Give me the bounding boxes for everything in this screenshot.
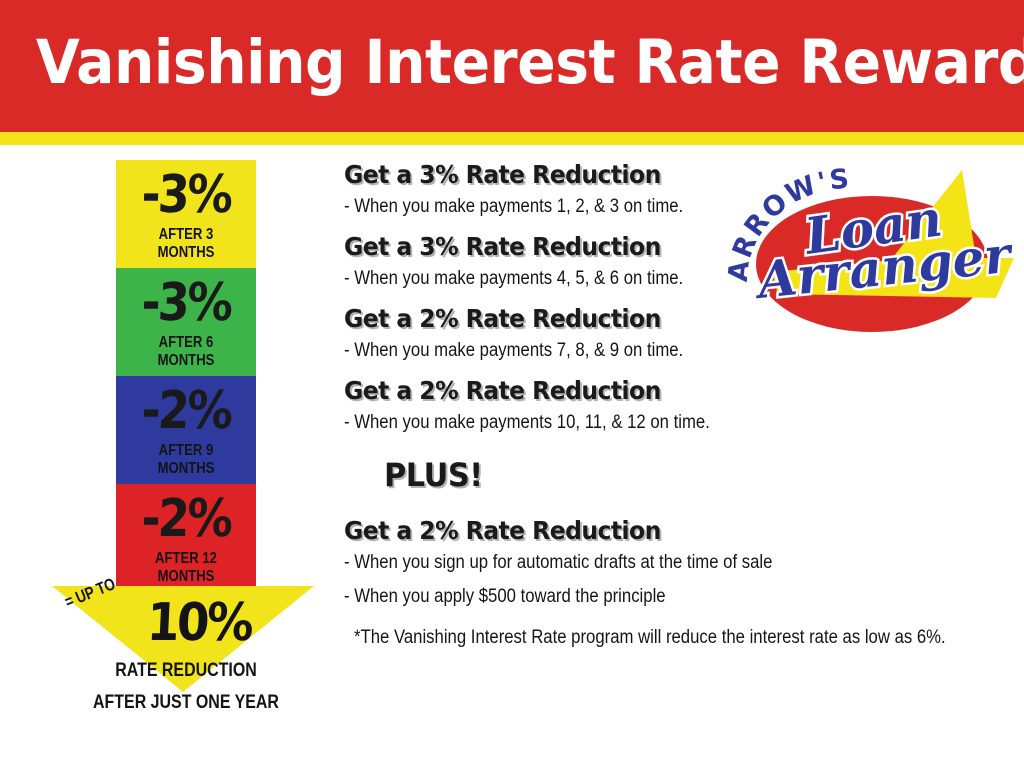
offers-column: Get a 3% Rate Reduction - When you make … — [344, 160, 1004, 654]
bonus-offer-item: Get a 2% Rate Reduction - When you sign … — [344, 516, 1004, 614]
bonus-offer-detail-2: - When you apply $500 toward the princip… — [344, 586, 666, 607]
bonus-offer-detail-1: - When you sign up for automatic drafts … — [344, 552, 773, 573]
page-title: Vanishing Interest Rate Rewards — [35, 27, 1024, 98]
rate-band-caption: AFTER 6 MONTHS — [157, 334, 215, 369]
rate-band-9-months: -2% AFTER 9 MONTHS — [116, 376, 256, 484]
offer-item-4: Get a 2% Rate Reduction - When you make … — [344, 376, 1004, 440]
down-arrow-icon — [52, 586, 314, 692]
offer-item-3: Get a 2% Rate Reduction - When you make … — [344, 304, 1004, 368]
plus-label: PLUS! — [384, 456, 483, 494]
bonus-offer-heading: Get a 2% Rate Reduction — [344, 516, 661, 545]
arrow-caption-rate-reduction: RATE REDUCTION — [115, 660, 257, 681]
rate-band-value: -3% — [140, 273, 232, 333]
rate-band-caption: AFTER 12 MONTHS — [155, 550, 217, 585]
offer-item-1: Get a 3% Rate Reduction - When you make … — [344, 160, 1004, 224]
offer-detail: - When you make payments 10, 11, & 12 on… — [344, 412, 710, 433]
offer-heading: Get a 3% Rate Reduction — [344, 232, 661, 261]
rate-band-caption: AFTER 9 MONTHS — [157, 442, 215, 477]
offer-item-2: Get a 3% Rate Reduction - When you make … — [344, 232, 1004, 296]
offer-detail: - When you make payments 4, 5, & 6 on ti… — [344, 268, 684, 289]
rate-reduction-stack: -3% AFTER 3 MONTHS -3% AFTER 6 MONTHS -2… — [116, 160, 256, 592]
arrows-loan-arranger-logo: ARROW'S Loan Arranger — [726, 162, 1014, 358]
logo-arrow-flag-icon — [886, 170, 972, 266]
header-banner: Vanishing Interest Rate Rewards — [0, 0, 1024, 132]
rate-band-value: -3% — [140, 165, 232, 225]
arrow-total-value: 10% — [145, 593, 253, 653]
offer-heading: Get a 3% Rate Reduction — [344, 160, 661, 189]
offer-heading: Get a 2% Rate Reduction — [344, 304, 661, 333]
rate-band-3-months: -3% AFTER 3 MONTHS — [116, 160, 256, 268]
offer-heading: Get a 2% Rate Reduction — [344, 376, 661, 405]
offer-detail: - When you make payments 1, 2, & 3 on ti… — [344, 196, 684, 217]
rate-band-6-months: -3% AFTER 6 MONTHS — [116, 268, 256, 376]
rate-band-12-months: -2% AFTER 12 MONTHS — [116, 484, 256, 592]
arrow-caption-one-year: AFTER JUST ONE YEAR — [93, 692, 279, 713]
offer-detail: - When you make payments 7, 8, & 9 on ti… — [344, 340, 684, 361]
footnote-text: *The Vanishing Interest Rate program wil… — [354, 627, 946, 648]
rate-band-value: -2% — [140, 489, 232, 549]
rate-band-value: -2% — [140, 381, 232, 441]
total-arrow: = UP TO 10% RATE REDUCTION AFTER JUST ON… — [52, 574, 320, 768]
rate-band-caption: AFTER 3 MONTHS — [157, 226, 215, 261]
header-yellow-stripe — [0, 132, 1024, 145]
